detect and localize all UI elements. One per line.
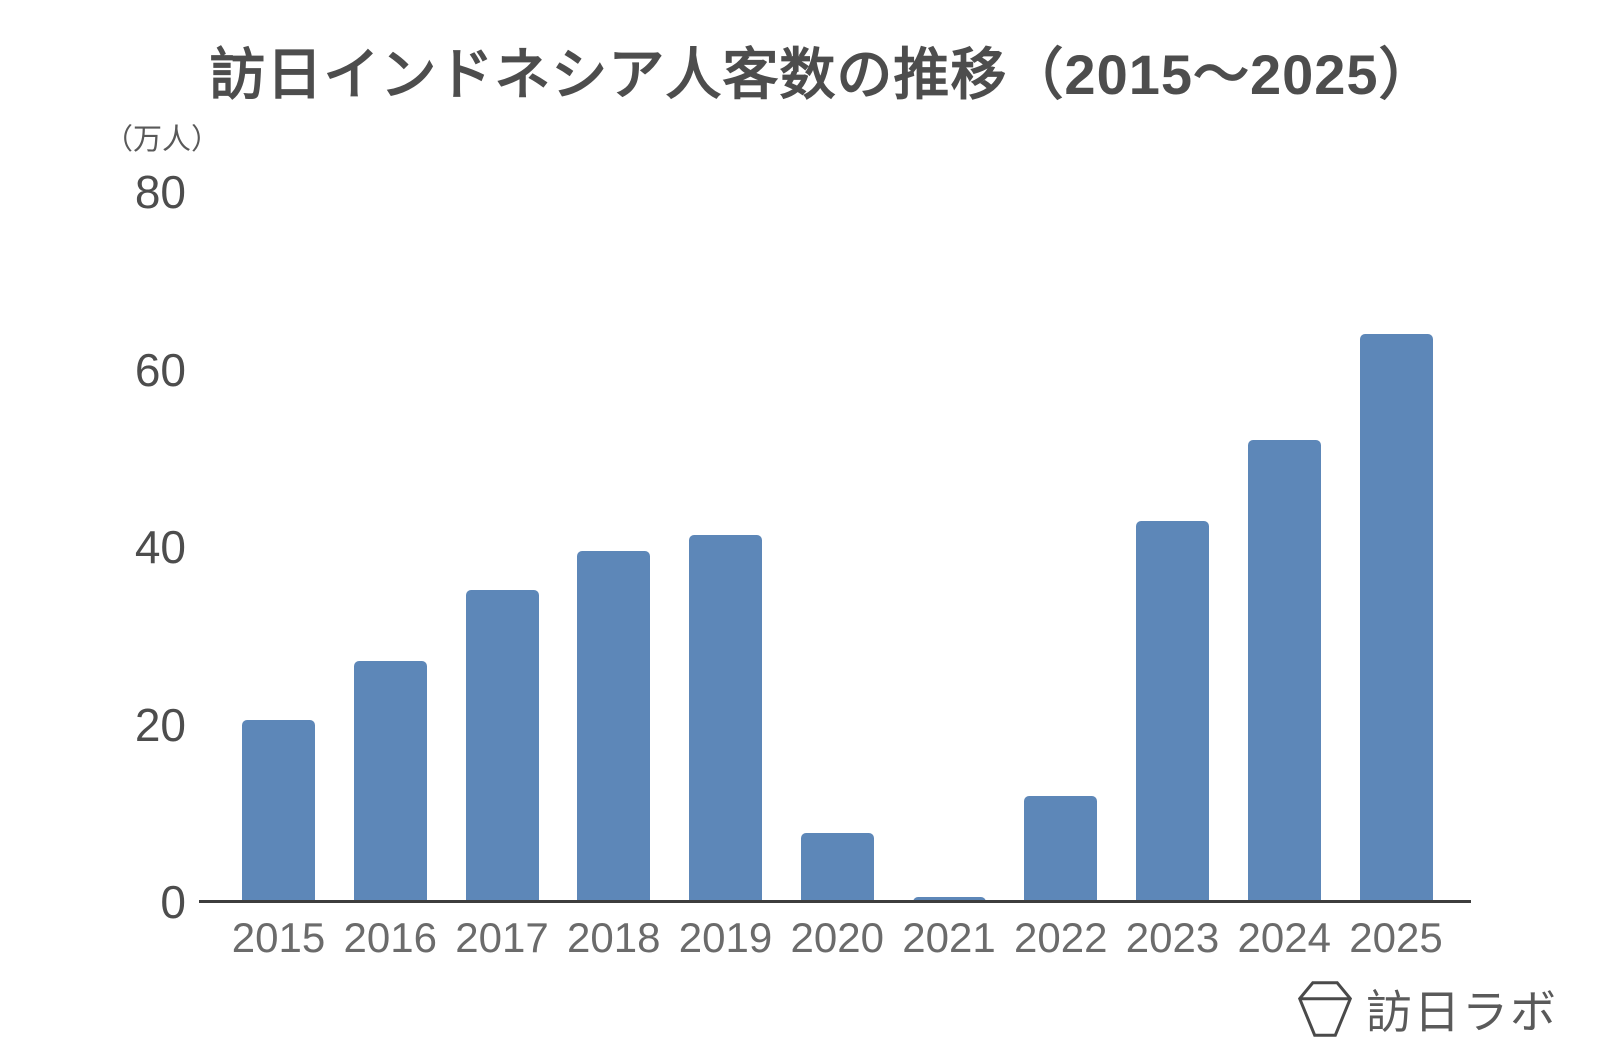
x-tick-2021: 2021 bbox=[902, 914, 996, 961]
site-logo-text: 訪日ラボ bbox=[1366, 986, 1558, 1038]
y-axis-unit-label: （万人） bbox=[104, 124, 221, 156]
x-tick-2020: 2020 bbox=[790, 914, 884, 961]
chart-title: 訪日インドネシア人客数の推移（2015〜2025） bbox=[209, 43, 1436, 106]
y-tick-40: 40 bbox=[134, 521, 186, 573]
x-tick-2017: 2017 bbox=[455, 914, 549, 961]
bar-2023 bbox=[1136, 521, 1209, 902]
hexagon-gem-icon bbox=[1297, 981, 1353, 1037]
y-tick-60: 60 bbox=[134, 343, 186, 396]
x-tick-2016: 2016 bbox=[343, 914, 437, 961]
bar-2025 bbox=[1359, 334, 1433, 902]
x-tick-2022: 2022 bbox=[1014, 914, 1108, 961]
bar-2018 bbox=[577, 551, 651, 902]
x-tick-2025: 2025 bbox=[1349, 914, 1443, 961]
bar-2019 bbox=[689, 535, 762, 902]
bar-2022 bbox=[1024, 796, 1098, 902]
x-axis-line bbox=[199, 900, 1471, 903]
y-tick-20: 20 bbox=[134, 698, 186, 751]
x-tick-2015: 2015 bbox=[231, 914, 326, 961]
bar-2021 bbox=[912, 897, 986, 902]
bar-2020 bbox=[800, 833, 874, 902]
x-tick-2024: 2024 bbox=[1237, 914, 1331, 961]
bar-2017 bbox=[465, 590, 539, 902]
bar-2024 bbox=[1247, 440, 1321, 902]
site-logo: 訪日ラボ bbox=[1296, 976, 1558, 1042]
x-tick-2019: 2019 bbox=[678, 914, 773, 961]
bar-2015 bbox=[242, 720, 315, 902]
y-tick-80: 80 bbox=[134, 166, 186, 218]
bar-2016 bbox=[353, 661, 427, 902]
x-tick-2023: 2023 bbox=[1125, 914, 1220, 961]
y-tick-0: 0 bbox=[160, 876, 186, 928]
x-tick-2018: 2018 bbox=[567, 914, 661, 961]
